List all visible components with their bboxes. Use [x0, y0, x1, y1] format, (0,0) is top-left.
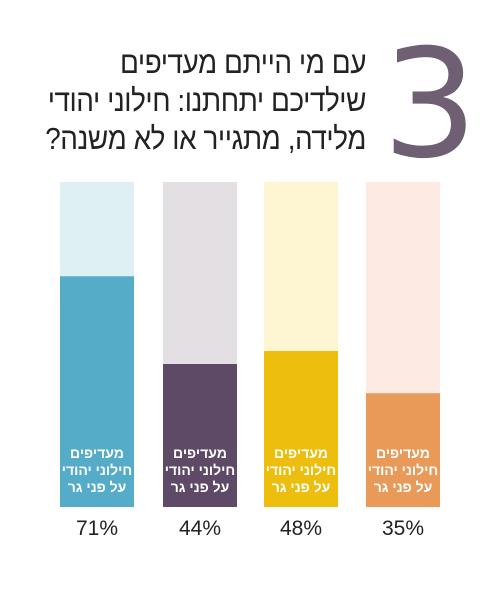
bar-2	[163, 364, 237, 507]
bar-inner-label-line: מעדיפים	[376, 445, 430, 461]
bar-inner-label-line: חילוני יהודי	[165, 462, 235, 478]
bar-inner-label-line: חילוני יהודי	[62, 462, 132, 478]
bar-4	[366, 393, 440, 507]
bar-1	[60, 276, 134, 507]
bar-inner-label-line: על פני גר	[272, 479, 331, 495]
question-number: 3	[382, 18, 478, 192]
value-label-3: 48%	[280, 517, 322, 540]
bar-inner-label-line: מעדיפים	[173, 445, 227, 461]
bar-inner-label-line: חילוני יהודי	[368, 462, 438, 478]
value-label-4: 35%	[382, 517, 424, 540]
bar-inner-label-line: על פני גר	[68, 479, 127, 495]
bar-inner-label-line: מעדיפים	[70, 445, 124, 461]
value-label-2: 44%	[179, 517, 221, 540]
question-line-1: עם מי הייתם מעדיפים	[119, 45, 366, 80]
bar-inner-label-line: חילוני יהודי	[266, 462, 336, 478]
bar-inner-label-line: על פני גר	[171, 479, 230, 495]
bar-3	[264, 351, 338, 507]
bar-inner-label-line: על פני גר	[374, 479, 433, 495]
question-line-3: מלידה, מתגייר או לא משנה?	[45, 121, 367, 156]
bar-inner-label-line: מעדיפים	[274, 445, 328, 461]
question-title: עם מי הייתם מעדיפים שילדיכם יתחתנו: חילו…	[45, 44, 367, 158]
value-label-1: 71%	[76, 517, 118, 540]
question-line-2: שילדיכם יתחתנו: חילוני יהודי	[47, 83, 367, 118]
